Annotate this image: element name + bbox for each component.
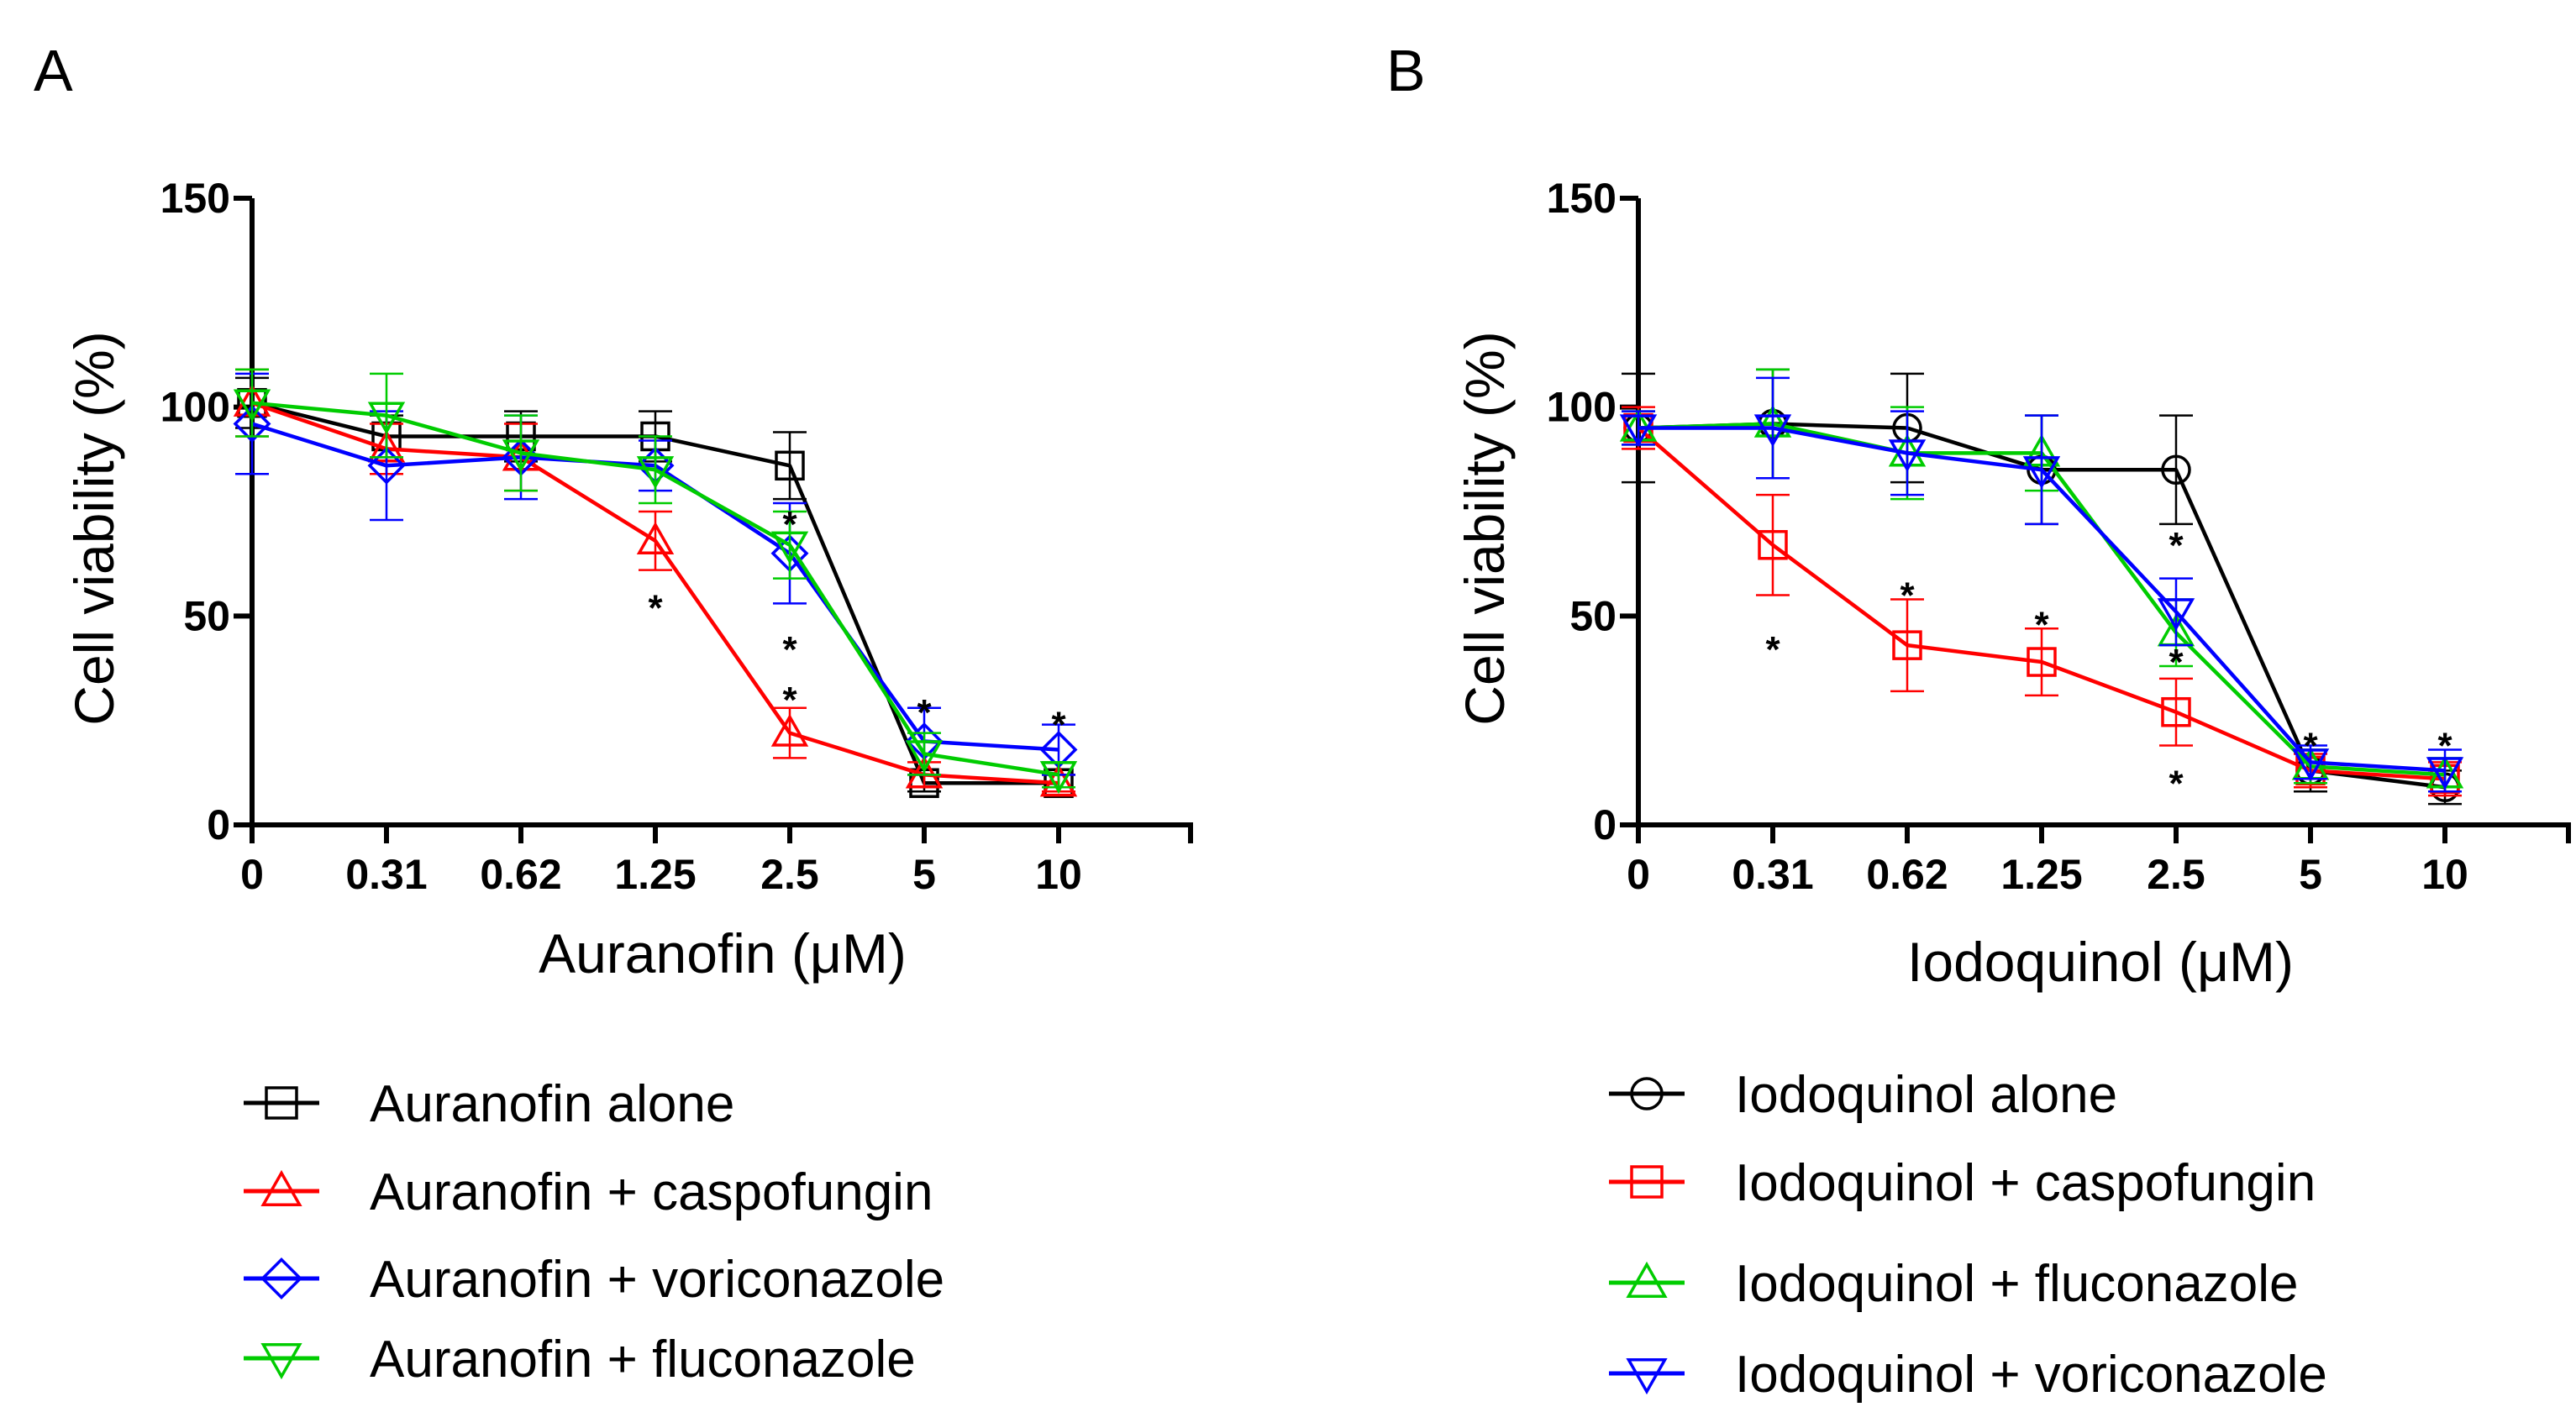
data-point xyxy=(2161,454,2191,486)
legend-entry: Auranofin + voriconazole xyxy=(244,1251,944,1309)
significance-star: * xyxy=(2034,604,2049,645)
y-tick-label: 150 xyxy=(1547,175,1617,222)
significance-star: * xyxy=(782,680,797,721)
y-tick-label: 100 xyxy=(160,384,230,431)
data-point xyxy=(502,439,540,473)
y-tick-label: 100 xyxy=(1547,384,1617,431)
data-point xyxy=(770,531,809,564)
y-tick-label: 150 xyxy=(160,175,230,222)
significance-star: * xyxy=(782,629,797,670)
series-3 xyxy=(233,368,1078,795)
legend-marker xyxy=(265,1086,298,1120)
data-point xyxy=(636,522,675,554)
data-point xyxy=(2022,456,2061,489)
x-tick-label: 0.62 xyxy=(480,851,561,898)
significance-star: * xyxy=(1765,629,1780,670)
series-3 xyxy=(1619,376,2464,793)
data-point xyxy=(2426,757,2464,790)
x-axis-title: Auranofin (μM) xyxy=(539,922,907,984)
data-point xyxy=(2161,696,2191,727)
x-tick-label: 0.31 xyxy=(1732,851,1813,898)
y-tick-label: 50 xyxy=(1569,592,1617,639)
data-point xyxy=(905,740,944,774)
legend-entry: Iodoquinol + fluconazole xyxy=(1609,1255,2298,1313)
data-point xyxy=(233,389,271,423)
legend-marker xyxy=(1630,1077,1664,1110)
x-tick-label: 1.25 xyxy=(2000,851,2082,898)
significance-star: * xyxy=(2437,726,2452,767)
data-point xyxy=(1753,414,1792,448)
data-point xyxy=(1758,530,1788,560)
data-point xyxy=(1892,630,1922,660)
significance-star: * xyxy=(917,692,932,733)
legend-label: Iodoquinol + fluconazole xyxy=(1735,1255,2298,1313)
x-tick-label: 2.5 xyxy=(2147,851,2205,898)
x-tick-label: 0.31 xyxy=(345,851,427,898)
legend-marker xyxy=(1630,1165,1664,1199)
data-point xyxy=(770,713,809,747)
data-point xyxy=(636,456,675,489)
data-point xyxy=(1039,761,1078,795)
chart-panel-b: 0 50 100 150 0 0.31 0.62 1.25 2.5 5 10 Cell viabili… xyxy=(1454,175,2571,1404)
data-point xyxy=(775,450,805,481)
legend-entry: Auranofin + caspofungin xyxy=(244,1163,933,1221)
significance-star: * xyxy=(2169,525,2184,566)
legend-label: Auranofin + caspofungin xyxy=(370,1163,933,1221)
chart-panel-a: 0 50 100 150 0 0.31 0.62 1.25 2.5 5 10 Cell viabili… xyxy=(63,175,1193,1389)
legend-label: Auranofin alone xyxy=(370,1075,734,1133)
data-point xyxy=(905,755,944,789)
x-tick-label: 10 xyxy=(1035,851,1082,898)
significance-star: * xyxy=(1900,575,1915,617)
legend-marker xyxy=(260,1169,302,1206)
data-point xyxy=(367,446,406,485)
y-tick-label: 50 xyxy=(183,592,230,639)
legend-entry: Iodoquinol + caspofungin xyxy=(1609,1154,2316,1212)
x-axis-title: Iodoquinol (μM) xyxy=(1907,931,2294,993)
legend-entry: Auranofin + fluconazole xyxy=(244,1331,916,1389)
x-tick-label: 2.5 xyxy=(760,851,819,898)
data-point xyxy=(1888,439,1927,473)
legend-label: Iodoquinol + voriconazole xyxy=(1735,1346,2327,1404)
legend-label: Auranofin + fluconazole xyxy=(370,1331,916,1389)
data-point xyxy=(2291,748,2330,782)
legend-marker xyxy=(1626,1261,1668,1298)
legend-marker xyxy=(260,1257,302,1299)
significance-star: * xyxy=(2169,763,2184,804)
data-point xyxy=(2027,647,2057,677)
panel-label-a: A xyxy=(34,38,73,103)
legend-entry: Iodoquinol + voriconazole xyxy=(1609,1346,2327,1404)
y-axis-title: Cell viability (%) xyxy=(63,331,125,725)
significance-star: * xyxy=(782,504,797,545)
legend-label: Iodoquinol + caspofungin xyxy=(1735,1154,2316,1212)
legend-label: Auranofin + voriconazole xyxy=(370,1251,944,1309)
x-tick-label: 5 xyxy=(912,851,936,898)
significance-star: * xyxy=(648,587,663,628)
data-point xyxy=(367,402,406,435)
legend-marker xyxy=(1626,1358,1668,1395)
significance-star: * xyxy=(2169,642,2184,683)
y-tick-label: 0 xyxy=(1593,801,1617,848)
x-tick-label: 5 xyxy=(2299,851,2322,898)
x-tick-label: 10 xyxy=(2421,851,2468,898)
panel-label-b: B xyxy=(1386,38,1426,103)
significance-star: * xyxy=(2303,726,2318,767)
x-tick-label: 0 xyxy=(240,851,264,898)
legend-entry: Iodoquinol alone xyxy=(1609,1066,2117,1124)
x-tick-label: 1.25 xyxy=(614,851,696,898)
legend-marker xyxy=(260,1343,302,1380)
y-tick-label: 0 xyxy=(207,801,230,848)
data-point xyxy=(2157,598,2195,632)
x-tick-label: 0 xyxy=(1627,851,1650,898)
data-point xyxy=(1619,414,1658,448)
legend-entry: Auranofin alone xyxy=(244,1075,734,1133)
data-point xyxy=(233,405,271,444)
legend-label: Iodoquinol alone xyxy=(1735,1066,2117,1124)
significance-star: * xyxy=(1051,705,1066,746)
data-point xyxy=(1039,764,1078,797)
x-tick-label: 0.62 xyxy=(1866,851,1948,898)
y-axis-title: Cell viability (%) xyxy=(1454,331,1516,725)
